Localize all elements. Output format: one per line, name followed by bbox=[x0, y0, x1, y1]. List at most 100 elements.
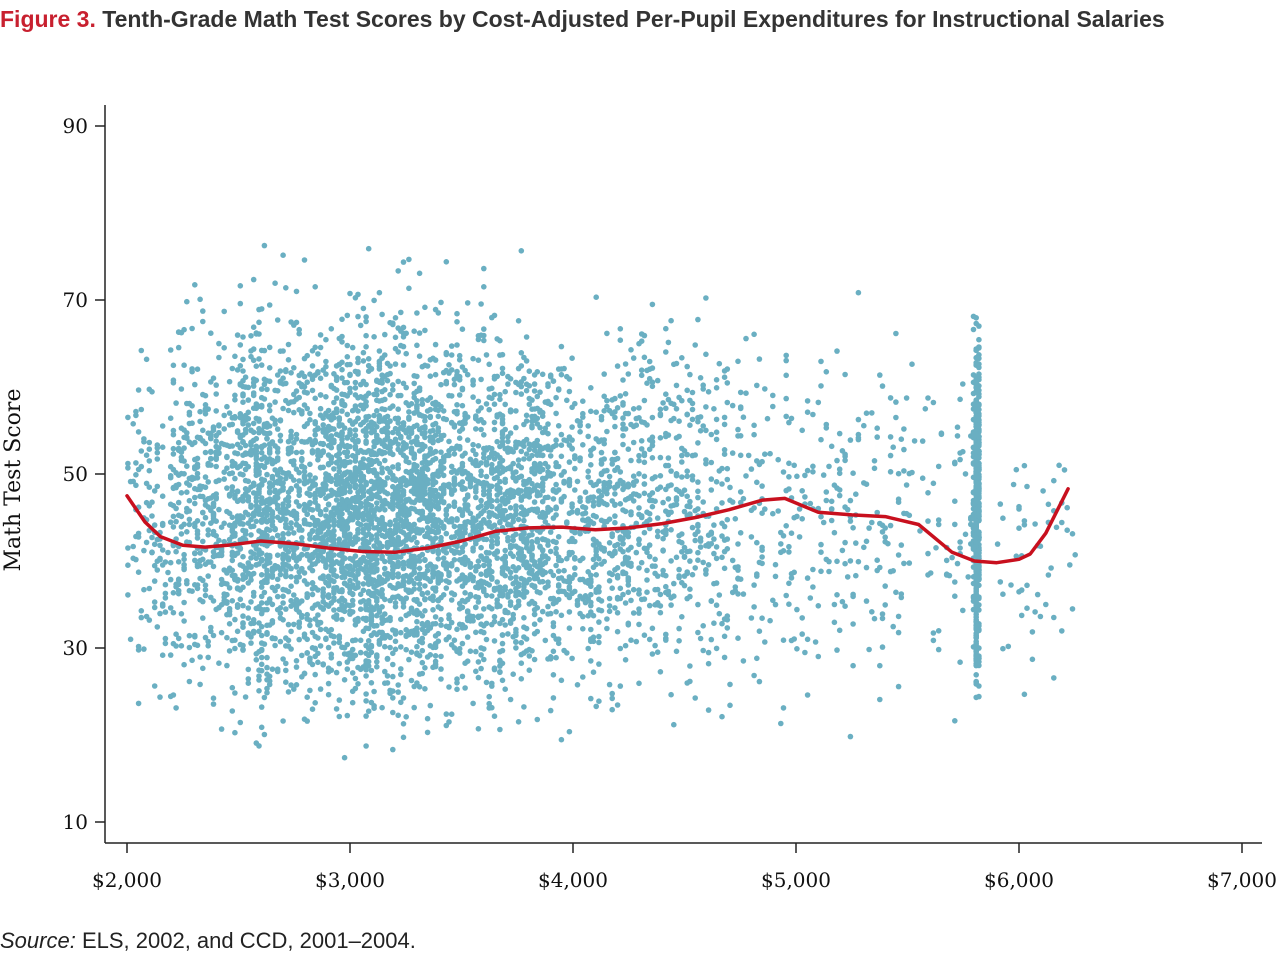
scatter-point bbox=[218, 576, 225, 583]
scatter-point bbox=[518, 639, 525, 646]
scatter-point bbox=[475, 398, 482, 405]
scatter-point bbox=[175, 576, 182, 582]
scatter-point bbox=[382, 507, 388, 513]
scatter-point bbox=[408, 430, 415, 437]
scatter-point bbox=[464, 475, 471, 482]
scatter-point bbox=[390, 464, 396, 470]
scatter-point bbox=[317, 392, 324, 398]
scatter-point bbox=[545, 583, 551, 589]
scatter-point bbox=[572, 565, 578, 571]
scatter-point bbox=[424, 466, 431, 473]
scatter-point bbox=[258, 654, 265, 661]
scatter-point bbox=[430, 644, 436, 651]
scatter-point bbox=[467, 456, 474, 463]
scatter-point bbox=[312, 344, 319, 351]
scatter-point bbox=[285, 563, 292, 569]
scatter-point bbox=[266, 407, 273, 414]
scatter-point bbox=[352, 458, 359, 464]
scatter-point bbox=[325, 452, 332, 458]
scatter-point bbox=[430, 472, 436, 479]
scatter-point bbox=[534, 467, 541, 473]
scatter-point bbox=[208, 455, 214, 462]
scatter-point bbox=[451, 376, 458, 383]
scatter-point bbox=[526, 601, 533, 607]
scatter-point bbox=[360, 349, 367, 356]
scatter-point bbox=[283, 587, 289, 593]
scatter-point bbox=[454, 319, 460, 325]
scatter-point bbox=[256, 677, 262, 683]
scatter-point bbox=[606, 540, 613, 546]
scatter-point bbox=[636, 457, 642, 464]
scatter-point bbox=[226, 410, 233, 416]
scatter-point bbox=[192, 550, 198, 557]
scatter-point bbox=[507, 446, 514, 452]
scatter-point bbox=[325, 691, 332, 698]
scatter-point bbox=[240, 572, 246, 578]
scatter-point bbox=[464, 617, 471, 624]
scatter-point bbox=[317, 511, 324, 517]
scatter-point bbox=[606, 578, 613, 584]
scatter-point bbox=[240, 399, 246, 406]
scatter-point bbox=[558, 736, 565, 743]
scatter-point bbox=[612, 567, 618, 573]
scatter-point bbox=[173, 400, 179, 406]
scatter-point bbox=[339, 526, 345, 532]
scatter-point bbox=[234, 367, 241, 373]
scatter-point bbox=[371, 458, 377, 465]
scatter-point bbox=[462, 367, 468, 374]
scatter-point bbox=[368, 618, 375, 624]
scatter-point bbox=[328, 326, 335, 332]
scatter-point bbox=[379, 372, 385, 379]
scatter-point bbox=[363, 617, 369, 624]
scatter-point bbox=[336, 464, 343, 470]
scatter-point bbox=[432, 564, 439, 570]
scatter-point bbox=[256, 604, 262, 610]
scatter-point bbox=[376, 460, 383, 467]
scatter-point bbox=[545, 509, 551, 515]
scatter-point bbox=[135, 569, 142, 575]
scatter-point bbox=[569, 437, 575, 443]
scatter-point bbox=[258, 647, 265, 654]
scatter-point bbox=[379, 514, 385, 521]
scatter-point bbox=[221, 476, 227, 482]
scatter-point bbox=[534, 536, 541, 543]
scatter-point bbox=[534, 563, 541, 570]
scatter-point bbox=[283, 635, 289, 641]
scatter-point bbox=[464, 634, 471, 640]
scatter-point bbox=[167, 576, 174, 583]
scatter-point bbox=[483, 473, 490, 480]
scatter-point bbox=[395, 378, 402, 385]
scatter-point bbox=[593, 703, 599, 710]
scatter-point bbox=[250, 512, 257, 519]
scatter-point bbox=[216, 477, 222, 484]
scatter-point bbox=[379, 620, 385, 626]
scatter-point bbox=[355, 681, 361, 687]
scatter-point bbox=[253, 415, 260, 422]
scatter-point bbox=[470, 515, 476, 521]
scatter-point bbox=[339, 565, 345, 572]
scatter-point bbox=[339, 497, 345, 504]
scatter-point bbox=[577, 455, 583, 461]
scatter-point bbox=[419, 551, 426, 558]
scatter-point bbox=[462, 496, 468, 503]
scatter-point bbox=[379, 532, 385, 539]
scatter-point bbox=[186, 400, 193, 407]
scatter-point bbox=[392, 631, 399, 637]
scatter-point bbox=[451, 475, 458, 481]
scatter-point bbox=[395, 392, 402, 399]
scatter-point bbox=[280, 252, 286, 258]
scatter-point bbox=[620, 570, 626, 577]
scatter-point bbox=[395, 441, 402, 448]
scatter-point bbox=[143, 613, 150, 620]
scatter-point bbox=[400, 259, 407, 265]
scatter-point bbox=[272, 421, 278, 427]
scatter-point bbox=[360, 493, 367, 499]
scatter-point bbox=[499, 632, 506, 638]
scatter-point bbox=[510, 553, 516, 560]
scatter-point bbox=[454, 470, 460, 476]
scatter-point bbox=[451, 591, 458, 598]
scatter-point bbox=[580, 504, 586, 510]
scatter-point bbox=[202, 402, 209, 408]
scatter-point bbox=[614, 363, 621, 369]
scatter-point bbox=[443, 351, 450, 358]
